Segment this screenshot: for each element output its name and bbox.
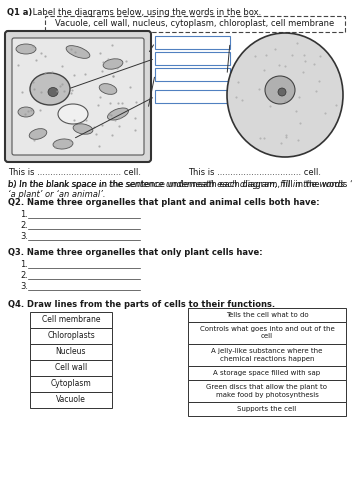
Bar <box>188 366 346 380</box>
Text: Supports the cell: Supports the cell <box>237 406 297 412</box>
Ellipse shape <box>278 88 286 96</box>
Text: b) In the blank space in the sentence underneath each diagram, fill in the words: b) In the blank space in the sentence un… <box>8 180 345 200</box>
Ellipse shape <box>227 33 343 157</box>
Bar <box>30 312 112 328</box>
Text: Label the diagrams below, using the words in the box.: Label the diagrams below, using the word… <box>30 8 261 17</box>
Ellipse shape <box>30 73 70 105</box>
Ellipse shape <box>48 88 58 96</box>
Ellipse shape <box>58 104 88 124</box>
Text: 1.: 1. <box>20 210 28 219</box>
Bar <box>155 52 230 65</box>
Bar <box>45 16 345 32</box>
Text: 2.: 2. <box>20 271 28 280</box>
Text: Nucleus: Nucleus <box>56 348 86 356</box>
Text: Controls what goes into and out of the
cell: Controls what goes into and out of the c… <box>200 326 334 340</box>
Ellipse shape <box>18 107 34 117</box>
Text: Q1 a): Q1 a) <box>7 8 32 17</box>
Text: A jelly-like substance where the
chemical reactions happen: A jelly-like substance where the chemica… <box>211 348 323 362</box>
Ellipse shape <box>16 44 36 54</box>
Bar <box>30 344 112 360</box>
Text: Green discs that allow the plant to
make food by photosynthesis: Green discs that allow the plant to make… <box>207 384 328 398</box>
Text: Vacuole, cell wall, nucleus, cytoplasm, chloroplast, cell membrane: Vacuole, cell wall, nucleus, cytoplasm, … <box>55 20 335 28</box>
Bar <box>30 328 112 344</box>
Text: Vacuole: Vacuole <box>56 396 86 404</box>
Ellipse shape <box>108 108 128 120</box>
Bar <box>30 392 112 408</box>
FancyBboxPatch shape <box>5 31 151 162</box>
Bar <box>188 344 346 366</box>
Ellipse shape <box>99 84 117 94</box>
Text: This is ................................ cell.: This is ................................… <box>188 168 321 177</box>
Text: Q2. Name three organelles that plant and animal cells both have:: Q2. Name three organelles that plant and… <box>8 198 319 207</box>
Text: 2.: 2. <box>20 221 28 230</box>
Text: Chloroplasts: Chloroplasts <box>47 332 95 340</box>
Ellipse shape <box>66 46 90 59</box>
Text: This is ................................ cell.: This is ................................… <box>8 168 141 177</box>
Text: A storage space filled with sap: A storage space filled with sap <box>214 370 321 376</box>
Text: 3.: 3. <box>20 282 28 291</box>
Bar <box>188 308 346 322</box>
Text: 3.: 3. <box>20 232 28 241</box>
Text: Q3. Name three organelles that only plant cells have:: Q3. Name three organelles that only plan… <box>8 248 263 257</box>
Text: b) In the blank space in the sentence underneath each diagram, fill in the words: b) In the blank space in the sentence un… <box>8 180 353 189</box>
Bar <box>155 68 230 81</box>
Bar <box>188 402 346 416</box>
Bar <box>155 36 230 49</box>
Text: Cytoplasm: Cytoplasm <box>50 380 91 388</box>
Bar <box>30 376 112 392</box>
Text: Cell membrane: Cell membrane <box>42 316 100 324</box>
Bar <box>155 90 230 103</box>
Text: Tells the cell what to do: Tells the cell what to do <box>226 312 308 318</box>
Text: Q4. Draw lines from the parts of cells to their functions.: Q4. Draw lines from the parts of cells t… <box>8 300 275 309</box>
Bar <box>188 322 346 344</box>
FancyBboxPatch shape <box>12 38 144 155</box>
Text: Cell wall: Cell wall <box>55 364 87 372</box>
Ellipse shape <box>73 124 93 134</box>
Text: 1.: 1. <box>20 260 28 269</box>
Bar <box>30 360 112 376</box>
Bar <box>188 380 346 402</box>
Ellipse shape <box>29 128 47 140</box>
Ellipse shape <box>103 59 123 69</box>
Ellipse shape <box>265 76 295 104</box>
Ellipse shape <box>53 139 73 149</box>
